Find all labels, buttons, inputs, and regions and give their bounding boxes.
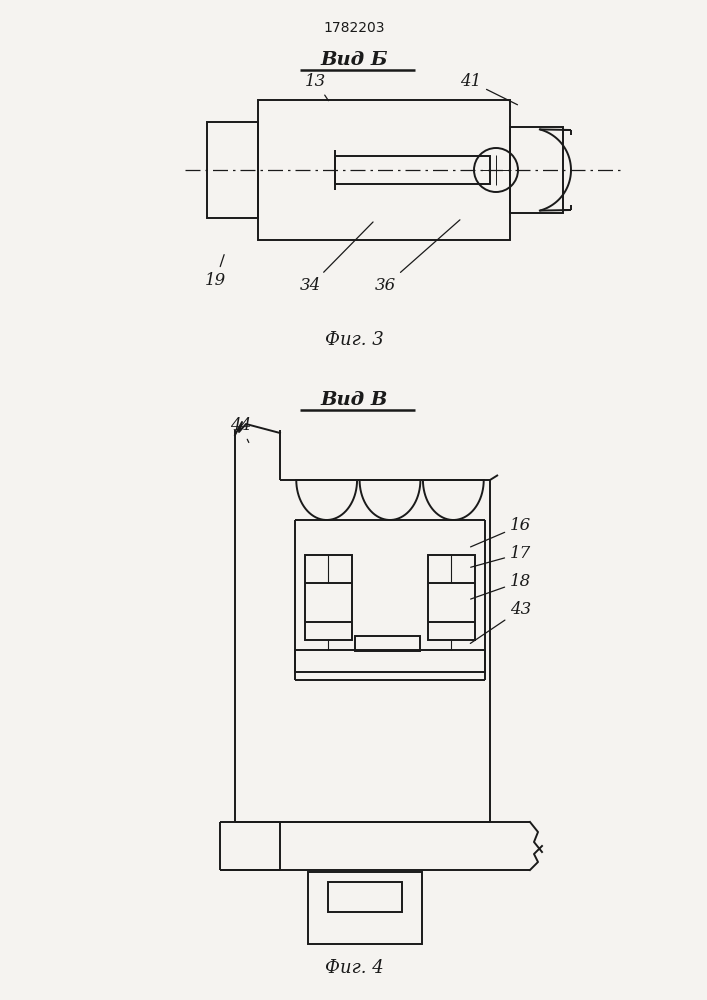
Text: 34: 34 <box>300 222 373 294</box>
Text: 1782203: 1782203 <box>323 21 385 35</box>
Text: 36: 36 <box>375 220 460 294</box>
Bar <box>328 882 402 912</box>
Bar <box>207 122 258 218</box>
Text: Фиг. 4: Фиг. 4 <box>325 959 383 977</box>
Text: 16: 16 <box>471 517 531 547</box>
Bar <box>308 872 422 944</box>
Bar <box>428 555 475 640</box>
Bar <box>335 156 490 184</box>
Text: 13: 13 <box>305 73 329 101</box>
Text: Вид В: Вид В <box>320 391 387 409</box>
Text: 18: 18 <box>471 573 531 599</box>
Text: 43: 43 <box>470 601 531 643</box>
Text: Фиг. 3: Фиг. 3 <box>325 331 383 349</box>
Bar <box>305 555 352 640</box>
Text: Вид Б: Вид Б <box>320 51 387 69</box>
Text: 19: 19 <box>205 255 226 289</box>
Text: 41: 41 <box>460 73 518 105</box>
Text: 44: 44 <box>230 417 251 442</box>
Bar <box>355 636 420 651</box>
Bar <box>295 650 485 672</box>
Text: 17: 17 <box>471 545 531 567</box>
Bar <box>510 127 563 213</box>
Bar <box>258 100 510 240</box>
